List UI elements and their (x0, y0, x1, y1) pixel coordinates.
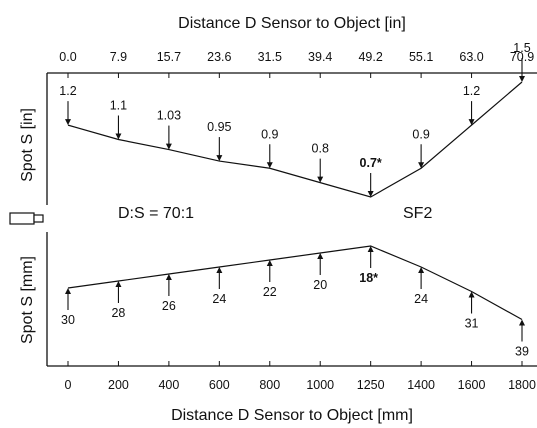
bottom-tick-label-0: 0 (65, 378, 72, 392)
bottom-spot-label-7: 24 (414, 292, 428, 306)
bottom-tick-label-9: 1800 (508, 378, 536, 392)
top-tick-label-0: 0.0 (59, 50, 76, 64)
bottom-tick-label-5: 1000 (306, 378, 334, 392)
top-spot-label-2: 1.03 (157, 109, 181, 123)
top-spot-label-6: 0.7* (360, 156, 382, 170)
bottom-spot-label-3: 24 (212, 292, 226, 306)
top-axis-title: Distance D Sensor to Object [in] (178, 15, 406, 32)
bottom-spot-label-6: 18* (359, 271, 378, 285)
bottom-spot-label-4: 22 (263, 285, 277, 299)
top-arrow-2-head (165, 143, 172, 150)
top-spot-label-1: 1.1 (110, 99, 127, 113)
bottom-spot-label-1: 28 (111, 306, 125, 320)
top-arrow-3-head (216, 155, 223, 162)
top-arrow-8-head (468, 119, 475, 126)
top-arrow-5-head (317, 176, 324, 183)
top-spot-label-8: 1.2 (463, 84, 480, 98)
bottom-spot-label-0: 30 (61, 313, 75, 327)
top-y-axis-label: Spot S [in] (19, 108, 36, 182)
bottom-arrow-8-head (468, 291, 475, 298)
sensor-icon (9, 212, 44, 225)
top-tick-label-2: 15.7 (157, 50, 181, 64)
top-arrow-9-head (519, 76, 525, 82)
top-arrow-1-head (115, 133, 122, 140)
top-arrow-6-head (367, 191, 374, 197)
top-tick-label-3: 23.6 (207, 50, 231, 64)
bottom-arrow-7-head (418, 267, 425, 273)
bottom-tick-label-2: 400 (158, 378, 179, 392)
bottom-arrow-3-head (216, 267, 223, 273)
top-arrow-7-head (418, 162, 425, 169)
bottom-arrow-5-head (317, 253, 324, 259)
top-tick-label-9: 70.9 (510, 50, 534, 64)
top-spot-label-9: 1.5 (513, 41, 530, 55)
bottom-spot-label-9: 39 (515, 345, 529, 359)
top-tick-label-4: 31.5 (258, 50, 282, 64)
top-spot-label-5: 0.8 (312, 142, 329, 156)
top-tick-label-1: 7.9 (110, 50, 127, 64)
ratio-label: D:S = 70:1 (118, 205, 194, 222)
top-spot-label-7: 0.9 (412, 127, 429, 141)
bottom-tick-label-6: 1250 (357, 378, 385, 392)
top-arrow-0-head (65, 119, 71, 126)
bottom-spot-line (67, 245, 523, 321)
bottom-arrow-6-head (367, 246, 374, 252)
bottom-arrow-0-head (65, 288, 71, 294)
bottom-tick-label-8: 1600 (458, 378, 486, 392)
top-tick-label-7: 55.1 (409, 50, 433, 64)
bottom-arrow-9-head (519, 319, 525, 326)
model-label: SF2 (403, 205, 432, 222)
bottom-arrow-1-head (115, 281, 122, 287)
bottom-arrow-2-head (165, 274, 172, 280)
top-tick-label-8: 63.0 (459, 50, 483, 64)
bottom-axis-title: Distance D Sensor to Object [mm] (171, 407, 413, 424)
top-spot-label-0: 1.2 (59, 84, 76, 98)
bottom-spot-label-5: 20 (313, 278, 327, 292)
bottom-spot-label-2: 26 (162, 299, 176, 313)
bottom-tick-label-4: 800 (259, 378, 280, 392)
bottom-tick-label-3: 600 (209, 378, 230, 392)
bottom-tick-label-1: 200 (108, 378, 129, 392)
top-spot-label-4: 0.9 (261, 127, 278, 141)
top-arrow-4-head (266, 162, 273, 169)
bottom-y-axis-label: Spot S [mm] (19, 256, 36, 344)
bottom-spot-label-8: 31 (465, 317, 479, 331)
bottom-arrow-4-head (266, 260, 273, 266)
top-spot-label-3: 0.95 (207, 120, 231, 134)
top-spot-line (67, 81, 523, 198)
top-tick-label-5: 39.4 (308, 50, 332, 64)
bottom-tick-label-7: 1400 (407, 378, 435, 392)
top-tick-label-6: 49.2 (358, 50, 382, 64)
